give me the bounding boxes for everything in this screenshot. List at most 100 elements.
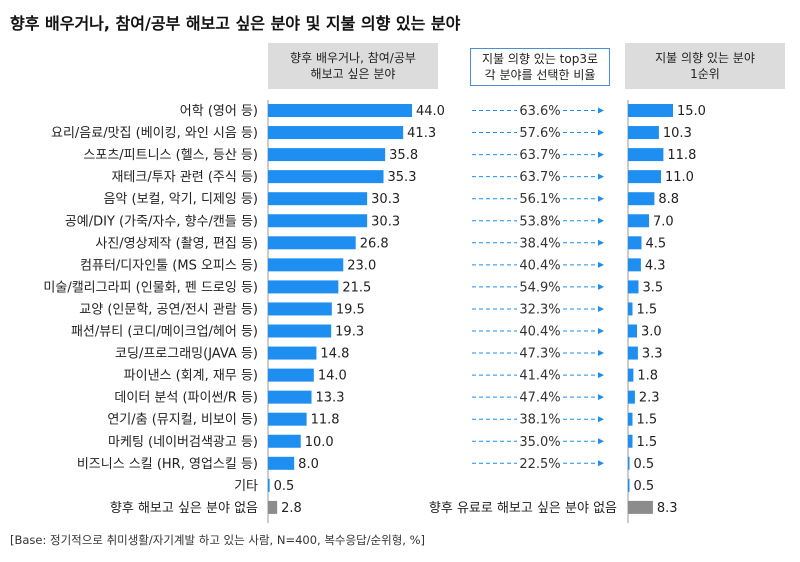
- mid-percent-label: 40.4%: [519, 325, 560, 340]
- category-label: 코딩/프로그래밍(JAVA 등): [115, 347, 258, 362]
- left-value-label: 26.8: [360, 236, 389, 251]
- category-label: 어학 (영어 등): [180, 104, 258, 119]
- left-value-label: 14.0: [318, 369, 347, 384]
- left-bar: [268, 368, 314, 382]
- category-label: 데이터 분석 (파이썬/R 등): [114, 391, 258, 406]
- right-bar: [628, 148, 664, 162]
- arrow-head: [598, 283, 604, 290]
- mid-percent-label: 22.5%: [519, 457, 560, 472]
- right-bar: [628, 236, 642, 250]
- left-value-label: 21.5: [342, 280, 371, 295]
- chart-title: 향후 배우거나, 참여/공부 해보고 싶은 분야 및 지불 의향 있는 분야: [10, 14, 461, 33]
- right-bar: [628, 456, 630, 470]
- right-value-label: 0.5: [634, 457, 655, 472]
- arrow-head: [598, 151, 604, 158]
- right-bar: [628, 390, 635, 404]
- right-value-label: 1.5: [637, 413, 658, 428]
- right-value-label: 4.5: [646, 236, 667, 251]
- header-left-line2: 해보고 싶은 분야: [310, 67, 396, 81]
- left-bar: [268, 126, 404, 140]
- left-bar: [268, 302, 332, 316]
- left-value-label: 35.3: [388, 170, 417, 185]
- right-bar: [628, 434, 633, 448]
- left-bar: [268, 412, 307, 426]
- none-left-bar: [268, 500, 278, 514]
- left-bar: [268, 280, 339, 294]
- mid-percent-label: 41.4%: [519, 369, 560, 384]
- category-label: 파이낸스 (회계, 재무 등): [124, 369, 258, 384]
- arrow-head: [598, 129, 604, 136]
- left-bar: [268, 324, 332, 338]
- category-label: 연기/춤 (뮤지컬, 비보이 등): [107, 413, 258, 428]
- category-label: 재테크/투자 관련 (주식 등): [111, 170, 258, 185]
- arrow-head: [598, 460, 604, 467]
- header-right-line2: 1순위: [690, 67, 720, 81]
- mid-percent-label: 35.0%: [519, 435, 560, 450]
- category-label: 미술/캘리그라피 (인물화, 펜 드로잉 등): [43, 280, 258, 295]
- arrow-head: [598, 416, 604, 423]
- arrow-head: [598, 350, 604, 357]
- header-right-line1: 지불 의향 있는 분야: [655, 51, 755, 65]
- left-value-label: 19.5: [336, 302, 365, 317]
- right-bar: [628, 214, 649, 228]
- header-left: 향후 배우거나, 참여/공부 해보고 싶은 분야: [268, 43, 438, 89]
- arrow-head: [598, 239, 604, 246]
- mid-percent-label: 56.1%: [519, 192, 560, 207]
- mid-percent-label: 47.3%: [519, 347, 560, 362]
- right-value-label: 3.3: [642, 347, 663, 362]
- arrow-head: [598, 438, 604, 445]
- right-bar: [628, 302, 633, 316]
- mid-percent-label: 38.1%: [519, 413, 560, 428]
- left-value-label: 41.3: [407, 126, 436, 141]
- right-bar: [628, 478, 630, 492]
- mid-percent-label: 53.8%: [519, 214, 560, 229]
- arrow-head: [598, 195, 604, 202]
- left-bar: [268, 214, 368, 228]
- right-bar: [628, 280, 639, 294]
- mid-percent-label: 40.4%: [519, 258, 560, 273]
- arrow-head: [598, 328, 604, 334]
- none-right-label: 향후 유료로 해보고 싶은 분야 없음: [429, 501, 617, 516]
- right-bar: [628, 368, 634, 382]
- right-bar: [628, 126, 659, 140]
- mid-percent-label: 63.6%: [519, 104, 560, 119]
- left-value-label: 44.0: [416, 104, 445, 119]
- arrow-head: [598, 107, 604, 114]
- right-bar: [628, 104, 673, 117]
- left-bar: [268, 456, 295, 470]
- right-value-label: 4.3: [645, 258, 666, 273]
- category-label: 요리/음료/맛집 (베이킹, 와인 시음 등): [51, 126, 258, 141]
- right-value-label: 8.8: [658, 192, 679, 207]
- right-value-label: 1.5: [637, 435, 658, 450]
- right-bar: [628, 192, 655, 206]
- category-label: 교양 (인문학, 공연/전시 관람 등): [79, 302, 258, 317]
- mid-percent-label: 38.4%: [519, 236, 560, 251]
- right-value-label: 11.8: [667, 148, 696, 163]
- footnote: [Base: 정기적으로 취미생활/자기계발 하고 있는 사람, N=400, …: [10, 533, 426, 547]
- right-bar: [628, 412, 633, 426]
- left-bar: [268, 170, 384, 184]
- none-left-label: 향후 해보고 싶은 분야 없음: [110, 501, 258, 516]
- mid-percent-label: 63.7%: [519, 148, 560, 163]
- right-value-label: 15.0: [677, 104, 706, 119]
- left-value-label: 13.3: [316, 391, 345, 406]
- arrow-head: [598, 394, 604, 401]
- category-label: 음악 (보컬, 악기, 디제잉 등): [103, 192, 258, 207]
- right-value-label: 11.0: [665, 170, 694, 185]
- left-value-label: 0.5: [274, 479, 295, 494]
- right-value-label: 10.3: [663, 126, 692, 141]
- left-value-label: 14.8: [320, 347, 349, 362]
- none-right-value: 8.3: [657, 501, 678, 516]
- left-value-label: 30.3: [371, 214, 400, 229]
- left-bar: [268, 104, 412, 117]
- arrow-head: [598, 372, 604, 379]
- left-value-label: 35.8: [389, 148, 418, 163]
- left-bar: [268, 192, 368, 206]
- category-label: 스포츠/피트니스 (헬스, 등산 등): [83, 148, 258, 163]
- right-value-label: 7.0: [653, 214, 674, 229]
- left-bar: [268, 346, 317, 360]
- arrow-head: [598, 261, 604, 268]
- arrow-head: [598, 173, 604, 180]
- mid-percent-label: 54.9%: [519, 280, 560, 295]
